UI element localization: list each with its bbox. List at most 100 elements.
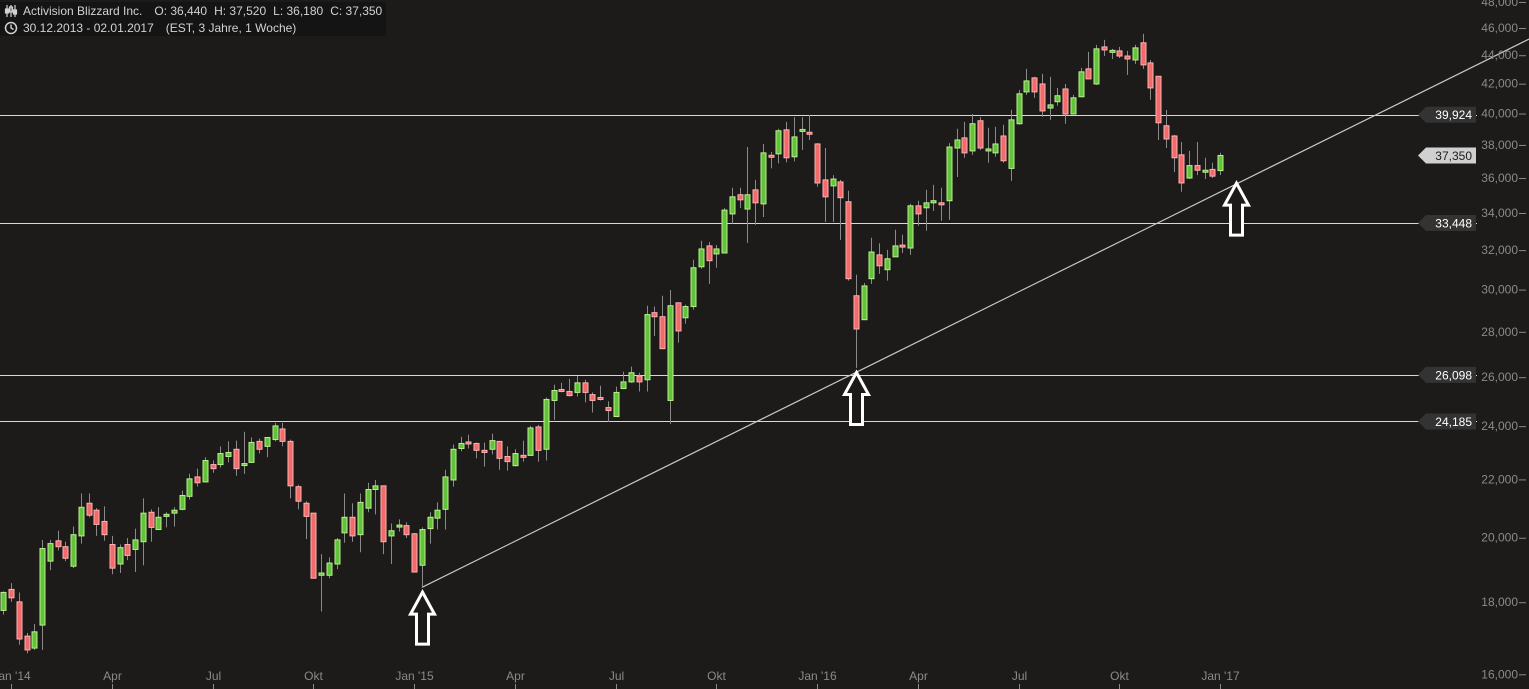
time-axis[interactable]: Jan '14 Apr Jul Okt Jan '15 Apr Jul Okt Jan '16 A… [0,669,1240,689]
candle [101,506,108,541]
candle-body-up [985,148,992,152]
price-tick-label: 34,000 [1481,206,1518,220]
candlestick-settings-icon[interactable] [4,4,18,18]
candle-body-down [310,512,317,579]
candle-body-up [1008,119,1015,169]
candle-body-up [1093,48,1100,85]
candle [1047,76,1054,120]
candle [380,485,387,555]
candle-body-down [1062,88,1069,115]
candle-body-down [589,394,596,401]
candle-body-up [272,425,279,441]
candle [55,530,62,551]
candle-body-down [845,201,852,280]
candle [140,498,147,566]
candle [830,175,837,222]
candle [78,493,85,544]
candle [1023,68,1030,95]
chart-header: Activision Blizzard Inc. O: 36,440 H: 37… [0,2,387,36]
candle-body-down [279,428,286,442]
time-tick-label: Apr [506,669,525,683]
candle-body-down [876,254,883,267]
candle-body-down [233,448,240,470]
candle-body-up [1132,47,1139,61]
level-price-label-bg [1418,106,1476,123]
candle-body-down [1085,68,1092,80]
candle-body-up [907,205,914,249]
candle [256,438,263,454]
candle-body-up [155,516,162,531]
candle [1062,83,1069,124]
candle [396,519,403,532]
candles [0,33,1224,654]
candle [1116,46,1123,58]
candle [1163,110,1170,148]
price-tick-label: 40,000 [1481,107,1518,121]
candle-body-up [372,485,379,491]
candle-body-up [365,489,372,509]
candle-body-down [659,316,666,350]
candle [543,397,550,461]
candle [558,382,565,393]
candle-body-down [1039,83,1046,112]
candle-body-down [1031,77,1038,93]
candle-body-down [411,533,418,573]
candle [868,237,875,284]
open-value: O: 36,440 [154,3,208,18]
candle [589,392,596,413]
level-price-label-text: 26,098 [1435,368,1472,382]
candle-body-down [16,601,23,640]
trendline-layer [421,38,1529,588]
candle [365,482,372,513]
candle-body-down [1124,55,1131,60]
candle [954,128,961,177]
candle-body-up [334,539,341,565]
candle [923,189,930,231]
time-tick-label: Jan '15 [395,669,434,683]
up-arrow-annotation [1221,180,1252,237]
candle [1109,48,1116,59]
candle-body-down [520,454,527,458]
candle-body-down [210,464,217,470]
candle [287,439,294,499]
candle-body-down [349,516,356,537]
candle-body-down [481,449,488,453]
price-tick-label: 16,000 [1481,667,1518,681]
candle-body-up [248,441,255,463]
candle [310,512,317,579]
candle-body-up [427,516,434,530]
candle [117,544,124,574]
price-tick-label: 20,000 [1481,531,1518,545]
last-price-label: 37,350 [1418,147,1476,164]
candle-body-down [93,509,100,525]
candle [729,187,736,224]
candle [1070,94,1077,115]
candle-body-up [861,285,868,321]
close-value: C: 37,350 [330,3,383,18]
candle [124,538,131,561]
candle [1217,152,1224,175]
candle [24,632,31,654]
price-tick-label: 22,000 [1481,472,1518,486]
candle [16,592,23,645]
candle [388,523,395,564]
candle [70,526,77,569]
candle [915,200,922,226]
candle-body-up [512,453,519,467]
price-tick-label: 42,000 [1481,77,1518,91]
candle [148,509,155,542]
candle [783,121,790,163]
candle-body-up [47,543,54,562]
candle [1054,87,1061,106]
candle [605,401,612,422]
candle-body-down [597,396,604,400]
instrument-title: Activision Blizzard Inc. [23,3,143,18]
candle [1078,67,1085,98]
candle-body-up [217,453,224,466]
candle-body-up [690,267,697,308]
chart-settings: (EST, 3 Jahre, 1 Woche) [165,20,297,35]
clock-icon[interactable] [4,21,18,35]
candle-body-down [1163,125,1170,140]
price-axis[interactable]: 16,000 18,000 20,000 22,000 24,000 26,000 28,0… [1481,0,1526,681]
